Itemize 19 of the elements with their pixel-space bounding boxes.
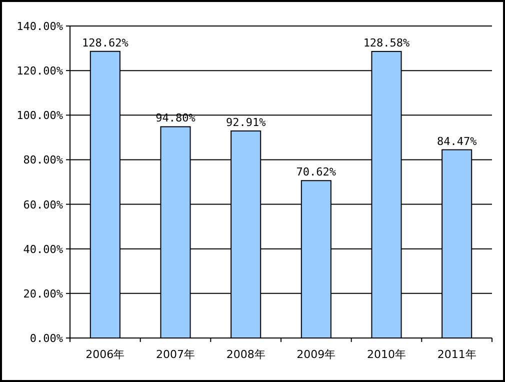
data-label: 70.62% [296, 166, 336, 179]
x-tick-label: 2010年 [367, 348, 406, 361]
y-tick-label: 140.00% [16, 20, 64, 33]
data-label: 128.58% [363, 36, 410, 50]
y-tick-label: 0.00% [30, 332, 64, 345]
x-tick-label: 2011年 [437, 348, 476, 361]
data-label: 128.62% [82, 36, 129, 50]
x-tick-label: 2007年 [156, 348, 195, 361]
y-tick-label: 20.00% [23, 287, 64, 300]
y-tick-label: 40.00% [23, 242, 64, 256]
y-tick-label: 60.00% [23, 198, 64, 212]
y-tick-label: 80.00% [23, 154, 64, 167]
data-label: 92.91% [226, 116, 266, 129]
x-tick-label: 2008年 [226, 348, 266, 361]
y-tick-label: 100.00% [16, 109, 64, 122]
y-tick-label: 120.00% [16, 64, 64, 78]
x-tick-label: 2006年 [86, 348, 125, 361]
data-label: 84.47% [436, 134, 478, 148]
x-tick-label: 2009年 [296, 348, 336, 361]
